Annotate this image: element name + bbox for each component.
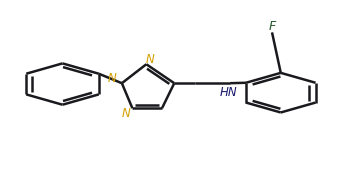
Text: HN: HN xyxy=(219,86,237,99)
Text: N: N xyxy=(108,72,117,85)
Text: N: N xyxy=(146,52,155,66)
Text: F: F xyxy=(269,20,276,33)
Text: N: N xyxy=(122,107,131,120)
